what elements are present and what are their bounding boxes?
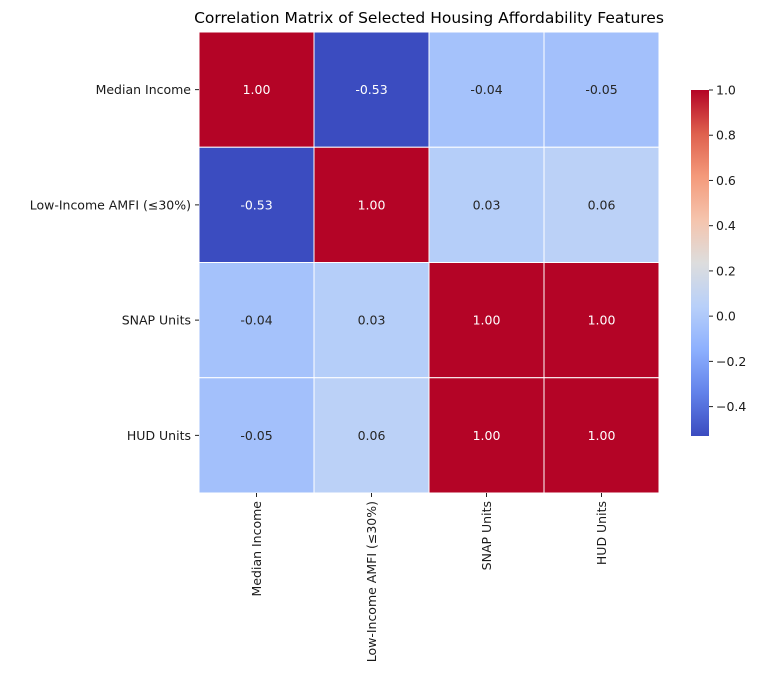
cell-annotation: -0.53 — [240, 197, 272, 212]
cell-annotation: 0.06 — [358, 428, 386, 443]
colorbar-tick-label: −0.2 — [716, 354, 746, 369]
cell-annotation: -0.04 — [470, 82, 502, 97]
y-tick-label: Median Income — [96, 82, 192, 97]
heatmap-annotations: 1.00 -0.53 -0.04 -0.05 -0.53 1.00 0.03 0.06 -0.0… — [240, 82, 617, 443]
cell-annotation: -0.53 — [355, 82, 387, 97]
cell-annotation: 1.00 — [473, 313, 501, 328]
y-axis: Median Income Low-Income AMFI (≤30%) SNAP … — [30, 82, 199, 443]
chart-title: Correlation Matrix of Selected Housing A… — [194, 9, 664, 27]
cell-annotation: 0.03 — [358, 313, 386, 328]
colorbar-tick-label: 0.0 — [716, 309, 736, 324]
cell-annotation: 0.06 — [588, 197, 616, 212]
colorbar-tick-label: 0.2 — [716, 263, 736, 278]
x-axis: Median Income Low-Income AMFI (≤30%) SNAP … — [249, 493, 609, 662]
cell-annotation: 0.03 — [473, 197, 501, 212]
x-tick-label: Low-Income AMFI (≤30%) — [364, 501, 379, 662]
heatmap-cell — [543, 377, 660, 494]
cell-annotation: 1.00 — [588, 313, 616, 328]
heatmap-cell — [428, 377, 545, 494]
heatmap-cell — [198, 31, 315, 148]
y-tick-label: Low-Income AMFI (≤30%) — [30, 197, 191, 212]
cell-annotation: 1.00 — [588, 428, 616, 443]
heatmap-cell — [543, 31, 660, 148]
colorbar-tick-label: 0.4 — [716, 218, 736, 233]
colorbar: 1.0 0.8 0.6 0.4 0.2 0.0 −0.2 −0.4 — [691, 83, 746, 436]
cell-annotation: 1.00 — [473, 428, 501, 443]
x-tick-label: SNAP Units — [479, 501, 494, 570]
colorbar-tick-label: −0.4 — [716, 399, 746, 414]
heatmap-cells — [198, 31, 660, 494]
heatmap-cell — [313, 31, 430, 148]
heatmap-cell — [198, 146, 315, 263]
heatmap-cell — [313, 377, 430, 494]
y-tick-label: HUD Units — [127, 428, 191, 443]
cell-annotation: 1.00 — [358, 197, 386, 212]
cell-annotation: 1.00 — [243, 82, 271, 97]
x-tick-label: HUD Units — [594, 501, 609, 565]
colorbar-tick-label: 1.0 — [716, 83, 736, 98]
y-tick-label: SNAP Units — [122, 313, 191, 328]
heatmap-cell — [313, 146, 430, 263]
heatmap-cell — [313, 262, 430, 379]
cell-annotation: -0.04 — [240, 313, 272, 328]
heatmap-cell — [543, 262, 660, 379]
cell-annotation: -0.05 — [240, 428, 272, 443]
colorbar-gradient — [691, 90, 709, 436]
heatmap-cell — [428, 31, 545, 148]
x-tick-label: Median Income — [249, 501, 264, 597]
heatmap-cell — [543, 146, 660, 263]
cell-annotation: -0.05 — [585, 82, 617, 97]
heatmap-cell — [198, 377, 315, 494]
colorbar-tick-label: 0.6 — [716, 173, 736, 188]
colorbar-tick-label: 0.8 — [716, 128, 736, 143]
